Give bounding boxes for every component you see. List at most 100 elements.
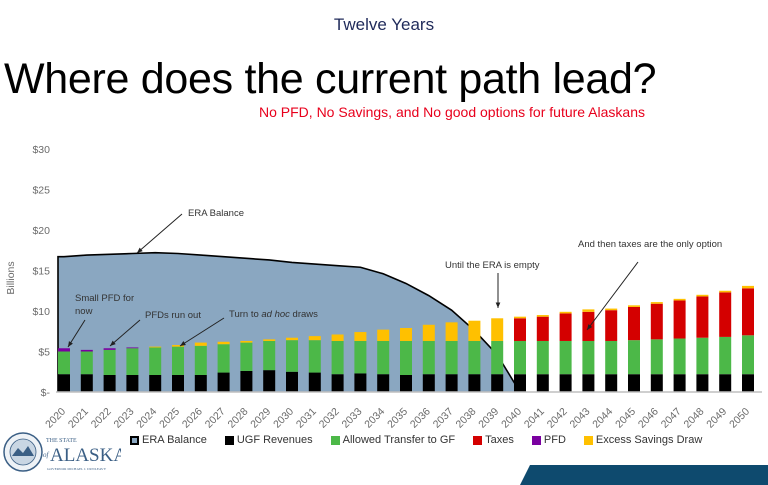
bar-segment: [650, 303, 663, 340]
y-tick-label: $15: [32, 266, 50, 278]
legend-item-era: ERA Balance: [130, 434, 207, 446]
bar-segment: [650, 374, 663, 392]
bar-segment: [650, 339, 663, 375]
bar-segment: [400, 328, 412, 341]
bar-segment: [217, 372, 230, 392]
x-tick-label: 2036: [408, 406, 433, 431]
y-axis-title: Billions: [5, 261, 17, 294]
y-tick-label: $-: [41, 387, 51, 399]
svg-text:ALASKA: ALASKA: [50, 445, 121, 466]
x-tick-label: 2024: [134, 406, 159, 431]
arrowhead-icon: [110, 340, 116, 346]
bar-segment: [742, 335, 754, 375]
x-tick-label: 2032: [317, 406, 342, 431]
bar-segment: [673, 298, 686, 301]
arrowhead-icon: [137, 247, 143, 253]
bar-segment: [194, 345, 207, 375]
bar-segment: [149, 346, 162, 348]
x-tick-label: 2044: [590, 406, 615, 431]
bar-segment: [240, 342, 253, 371]
bar-segment: [468, 374, 481, 392]
legend-swatch-icon: [583, 435, 593, 445]
x-tick-label: 2025: [157, 406, 182, 431]
x-tick-label: 2023: [112, 406, 137, 431]
bar-segment: [742, 288, 754, 336]
bar-segment: [628, 305, 640, 307]
bar-segment: [628, 374, 640, 392]
alaska-seal-icon: THE STATE of ALASKA GOVERNOR MICHAEL J. …: [3, 432, 127, 472]
chart-legend: ERA Balance UGF Revenues Allowed Transfer …: [130, 434, 702, 446]
x-tick-label: 2045: [613, 406, 638, 431]
bar-segment: [80, 374, 93, 392]
bar-segment: [172, 345, 184, 347]
bar-segment: [719, 290, 732, 293]
bar-segment: [605, 374, 618, 392]
bar-segment: [491, 340, 504, 375]
bar-segment: [286, 337, 298, 341]
x-tick-label: 2037: [431, 406, 456, 431]
bar-segment: [445, 374, 458, 392]
x-tick-label: 2026: [180, 406, 205, 431]
y-tick-label: $5: [38, 347, 50, 359]
bar-segment: [331, 374, 344, 392]
x-tick-label: 2039: [476, 406, 501, 431]
bar-segment: [217, 344, 230, 373]
arrowhead-icon: [495, 302, 501, 308]
x-tick-label: 2038: [454, 406, 479, 431]
x-tick-label: 2030: [271, 406, 296, 431]
bar-segment: [582, 374, 595, 392]
bar-segment: [377, 329, 390, 341]
bar-segment: [354, 332, 367, 341]
legend-label: ERA Balance: [142, 434, 207, 446]
bar-segment: [742, 285, 754, 289]
annotation-taxes-only: And then taxes are the only option: [578, 239, 722, 250]
legend-label: UGF Revenues: [236, 434, 313, 446]
annotation-era-balance: ERA Balance: [188, 208, 244, 219]
era-balance-line: [57, 251, 521, 393]
legend-label: PFD: [543, 434, 566, 446]
y-tick-label: $10: [32, 306, 50, 318]
bar-segment: [149, 347, 162, 375]
bar-segment: [719, 336, 732, 375]
bar-segment: [719, 292, 732, 337]
bar-segment: [194, 342, 207, 346]
x-tick-label: 2031: [294, 406, 319, 431]
bar-segment: [126, 347, 139, 349]
y-tick-label: $20: [32, 225, 50, 237]
slide-title: Where does the current path lead?: [4, 55, 657, 103]
legend-swatch-icon: [330, 435, 340, 445]
bar-segment: [559, 374, 572, 392]
bar-segment: [559, 340, 572, 375]
x-tick-label: 2048: [682, 406, 707, 431]
bar-segment: [286, 340, 298, 372]
annotation-arrow: [179, 317, 225, 347]
bar-segment: [696, 294, 709, 297]
arrowhead-icon: [68, 341, 73, 347]
legend-item-excess: Excess Savings Draw: [583, 434, 702, 446]
bar-segment: [103, 349, 116, 375]
slide-header-label: Twelve Years: [333, 15, 435, 34]
bar-segment: [354, 373, 367, 392]
bar-segment: [172, 346, 184, 375]
legend-item-pfd: PFD: [531, 434, 566, 446]
bar-segment: [400, 374, 412, 392]
bar-segment: [331, 340, 344, 375]
bar-segment: [696, 296, 709, 338]
bar-segment: [422, 374, 435, 392]
bar-segment: [514, 318, 526, 341]
bar-segment: [605, 340, 618, 375]
bar-segment: [126, 348, 139, 375]
bar-segment: [286, 371, 298, 392]
legend-item-taxes: Taxes: [473, 434, 514, 446]
bar-segment: [354, 340, 367, 374]
bar-segment: [468, 320, 481, 341]
bar-segment: [172, 374, 184, 392]
bar-segment: [559, 313, 572, 341]
bar-segment: [536, 315, 549, 317]
bar-segment: [308, 336, 321, 341]
bar-segment: [58, 348, 70, 352]
bar-segment: [263, 370, 276, 392]
bar-segment: [103, 348, 116, 350]
bar-segment: [536, 374, 549, 392]
bar-segment: [605, 310, 618, 341]
